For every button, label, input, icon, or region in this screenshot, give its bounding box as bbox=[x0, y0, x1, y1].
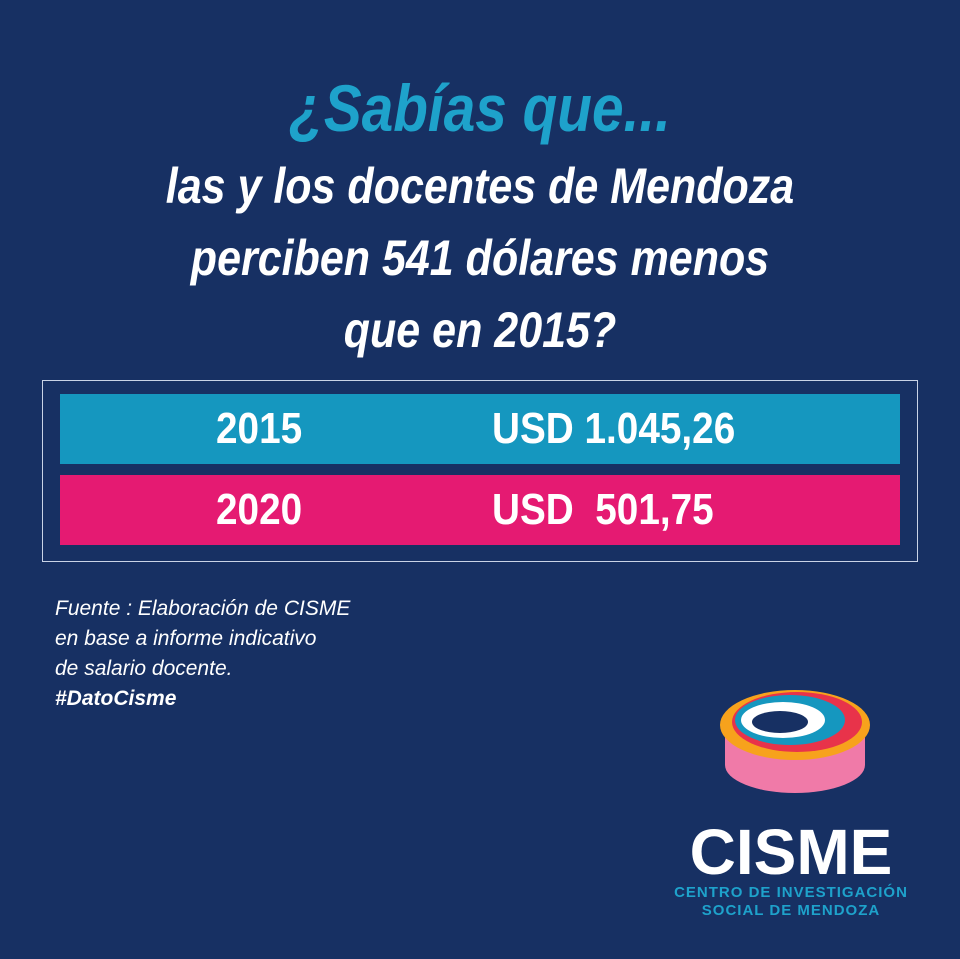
hashtag: #DatoCisme bbox=[55, 687, 177, 710]
logo-subtitle: CENTRO DE INVESTIGACIÓN SOCIAL DE MENDOZ… bbox=[660, 884, 922, 920]
amount: USD 1.045,26 bbox=[492, 404, 736, 453]
logo-line: SOCIAL DE MENDOZA bbox=[701, 902, 881, 919]
table-row: 2015 USD 1.045,26 bbox=[60, 394, 900, 464]
source-line: de salario docente. bbox=[55, 657, 233, 680]
logo-line: CENTRO DE INVESTIGACIÓN bbox=[674, 884, 908, 901]
source-line: Fuente : Elaboración de CISME bbox=[55, 597, 351, 620]
source: Fuente : Elaboración de CISME en base a … bbox=[55, 594, 350, 714]
title: ¿Sabías que... bbox=[289, 71, 671, 145]
year: 2015 bbox=[216, 404, 303, 453]
source-line: en base a informe indicativo bbox=[55, 627, 317, 650]
logo-name: CISME bbox=[689, 816, 893, 888]
headline-line: perciben 541 dólares menos bbox=[190, 230, 770, 286]
table-row: 2020 USD 501,75 bbox=[60, 475, 900, 545]
logo-mark bbox=[720, 690, 870, 793]
amount: USD 501,75 bbox=[492, 485, 714, 534]
year: 2020 bbox=[216, 485, 303, 534]
headline-line: que en 2015? bbox=[343, 302, 617, 358]
headline-line: las y los docentes de Mendoza bbox=[165, 158, 795, 214]
table-frame bbox=[42, 380, 918, 562]
headline: las y los docentes de Mendoza perciben 5… bbox=[67, 150, 893, 366]
